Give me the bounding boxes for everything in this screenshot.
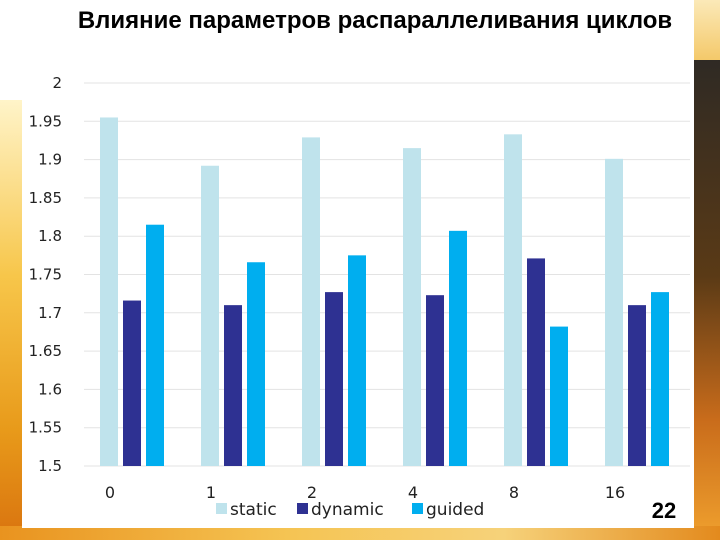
y-tick-label: 1.7 xyxy=(38,304,62,322)
background-decoration-left xyxy=(0,100,22,540)
legend-label-dynamic: dynamic xyxy=(311,500,384,520)
x-category-label: 16 xyxy=(605,483,625,502)
bar-static-0 xyxy=(100,117,118,466)
legend-swatch-guided xyxy=(412,503,423,514)
bar-guided-4 xyxy=(449,230,467,466)
gridlines xyxy=(84,82,690,467)
background-decoration-right xyxy=(692,60,720,540)
bar-static-4 xyxy=(403,148,421,467)
x-axis-categories: 0 1 2 4 8 16 xyxy=(105,483,625,502)
bar-guided-0 xyxy=(146,224,164,466)
bar-guided-16 xyxy=(651,292,669,466)
bar-static-1 xyxy=(201,165,219,466)
bar-dynamic-8 xyxy=(527,258,545,466)
bar-guided-2 xyxy=(348,255,366,466)
legend: static dynamic guided xyxy=(216,500,484,520)
legend-label-guided: guided xyxy=(426,500,484,520)
bar-dynamic-0 xyxy=(123,300,141,466)
slide-number: 22 xyxy=(651,498,677,523)
y-axis-ticks: 2 1.95 1.9 1.85 1.8 1.75 1.7 1.65 1.6 1.55 1.5 xyxy=(29,74,62,475)
x-category-label: 2 xyxy=(307,483,317,502)
bar-guided-8 xyxy=(550,326,568,466)
bar-static-16 xyxy=(605,158,623,467)
bar-dynamic-2 xyxy=(325,292,343,466)
x-category-label: 1 xyxy=(206,483,216,502)
y-tick-label: 1.6 xyxy=(38,380,62,398)
y-tick-label: 1.8 xyxy=(38,227,62,245)
y-tick-label: 1.55 xyxy=(29,419,62,437)
title-box: Влияние параметров распараллеливания цик… xyxy=(64,2,686,66)
legend-swatch-dynamic xyxy=(297,503,308,514)
legend-label-static: static xyxy=(230,500,277,520)
bar-static-2 xyxy=(302,137,320,467)
y-tick-label: 1.95 xyxy=(29,112,62,130)
chart-title: Влияние параметров распараллеливания цик… xyxy=(77,7,673,34)
y-tick-label: 1.65 xyxy=(29,342,62,360)
legend-swatch-static xyxy=(216,503,227,514)
bar-dynamic-4 xyxy=(426,295,444,466)
background-decoration-bottom xyxy=(0,526,720,540)
y-tick-label: 1.5 xyxy=(38,457,62,475)
x-category-label: 4 xyxy=(408,483,418,502)
y-tick-label: 1.9 xyxy=(38,151,62,169)
y-tick-label: 1.75 xyxy=(29,266,62,284)
bars xyxy=(100,117,669,467)
y-tick-label: 1.85 xyxy=(29,189,62,207)
bar-dynamic-1 xyxy=(224,305,242,466)
bar-dynamic-16 xyxy=(628,305,646,466)
x-category-label: 0 xyxy=(105,483,115,502)
y-tick-label: 2 xyxy=(52,74,62,92)
x-category-label: 8 xyxy=(509,483,519,502)
bar-guided-1 xyxy=(247,262,265,466)
bar-static-8 xyxy=(504,134,522,466)
